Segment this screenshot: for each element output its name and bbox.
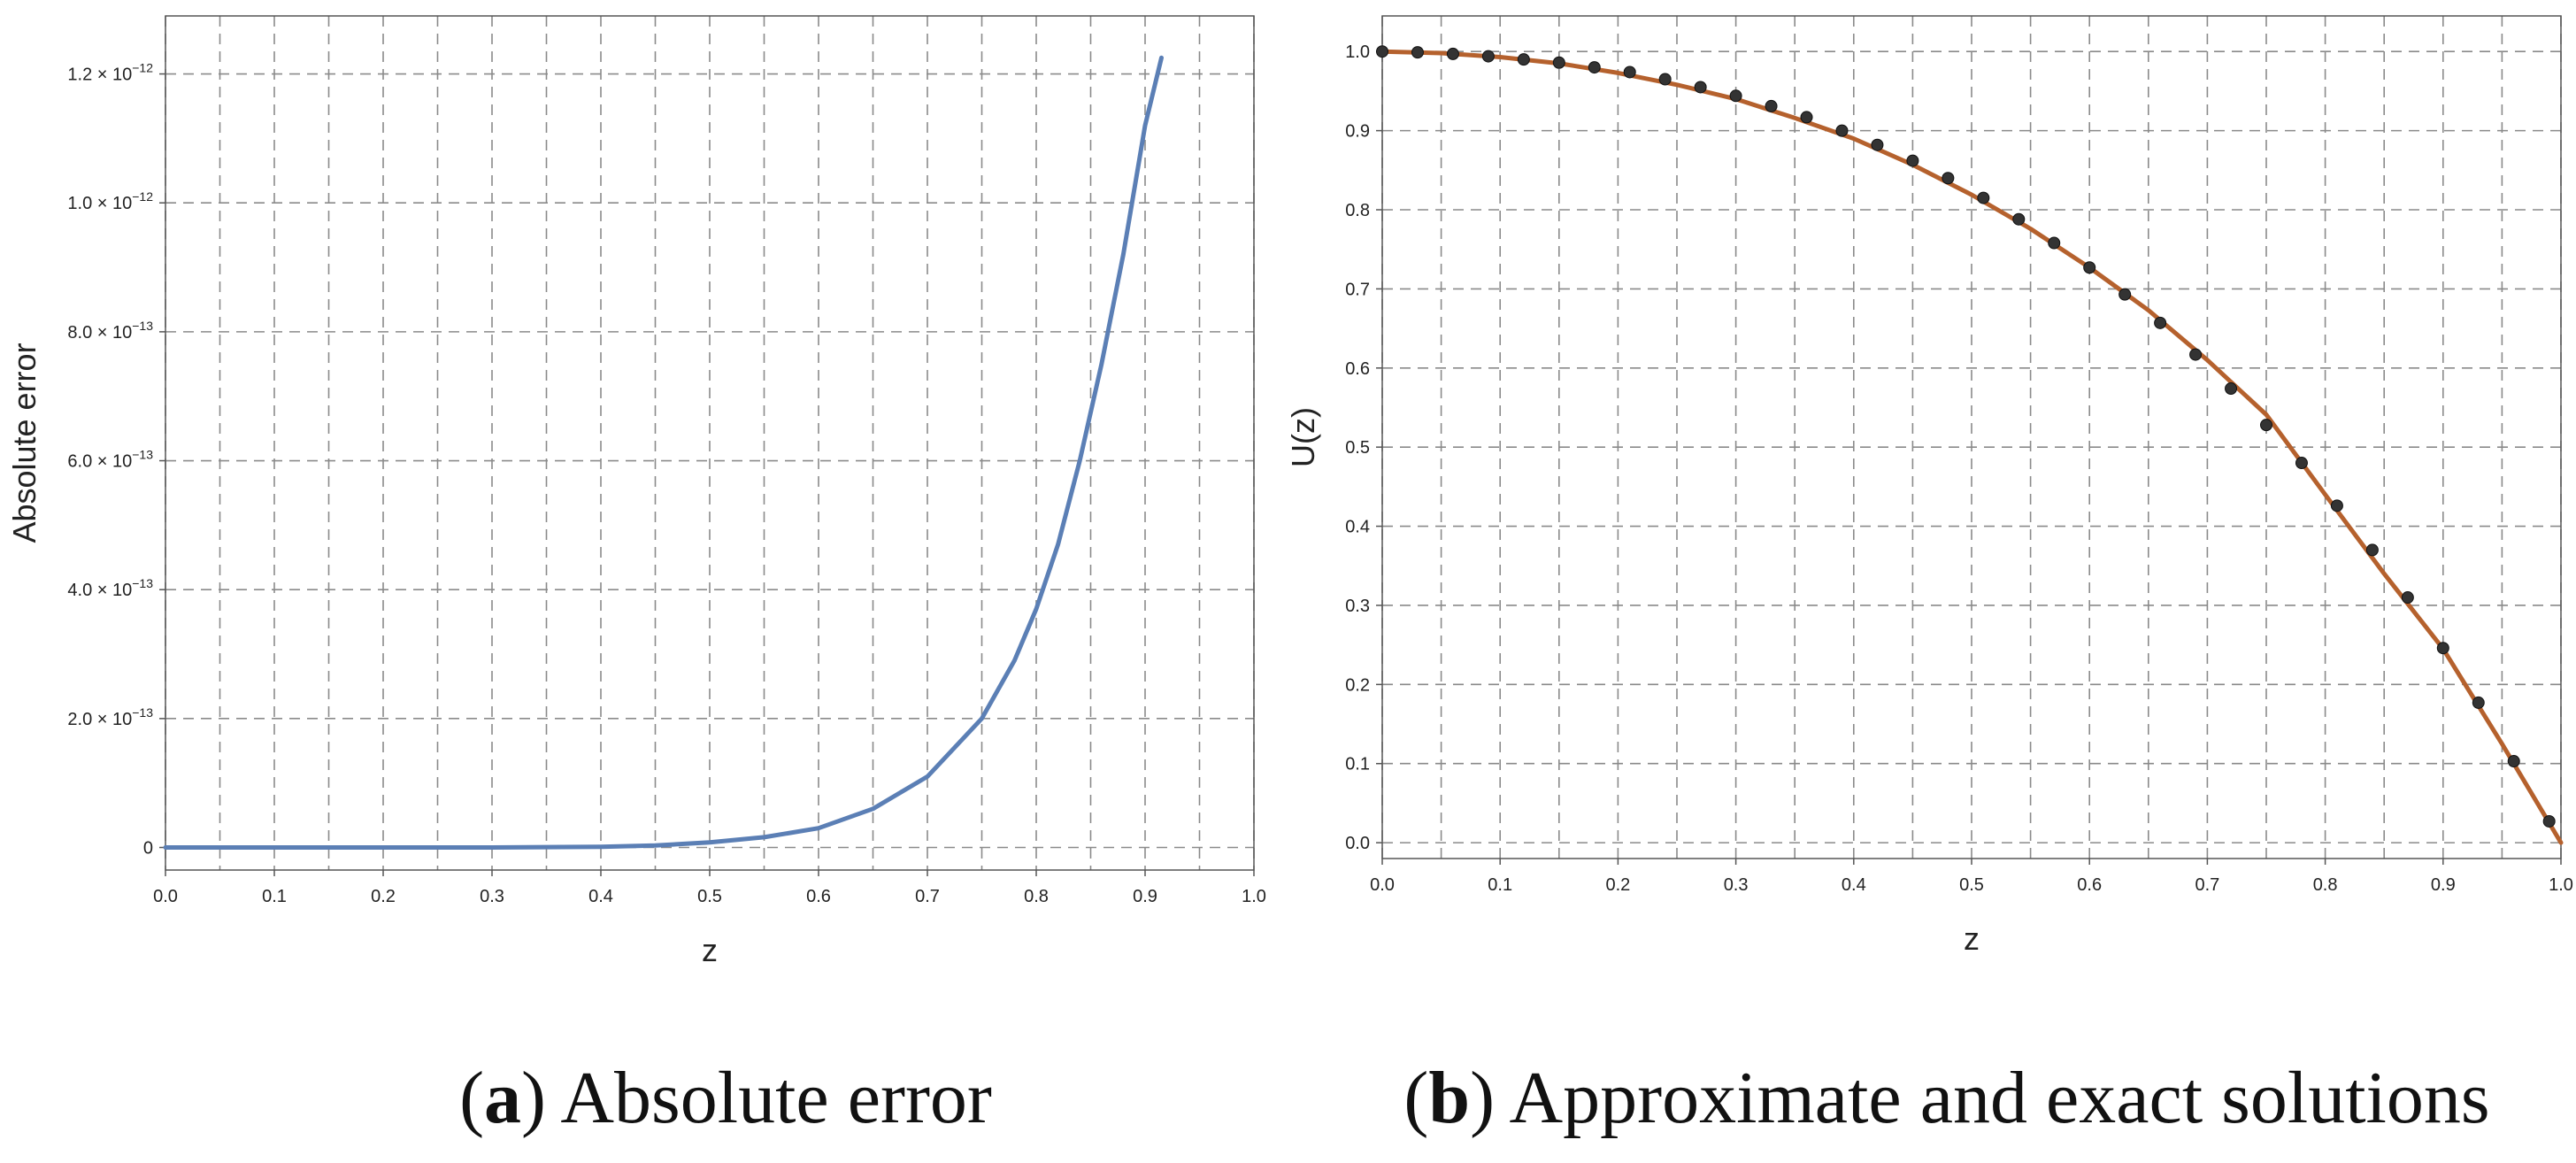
chart-a-x-axis-title: z: [702, 932, 718, 968]
chart-b-y-tick-label: 0.1: [1345, 755, 1370, 774]
chart-b-x-tick-label: 0.8: [2313, 875, 2338, 895]
chart-b-series-1-point: [2154, 316, 2167, 329]
chart-b-series-1-point: [2365, 543, 2379, 557]
chart-b-series-1-point: [2295, 457, 2308, 470]
chart-b-series-1-point: [1446, 47, 1459, 60]
chart-b-series-1-point: [1729, 89, 1742, 103]
chart-a-x-tick-label: 0.8: [1024, 887, 1049, 906]
chart-a-y-tick-label: 0: [143, 839, 153, 859]
chart-b-series-1-point: [2189, 348, 2203, 361]
caption-a-letter: a: [484, 1057, 521, 1139]
chart-b-y-tick-label: 0.6: [1345, 359, 1370, 379]
chart-b-y-tick-label: 0.7: [1345, 280, 1370, 299]
chart-b-series-1-point: [1552, 56, 1565, 69]
chart-b-series-1-point: [1942, 172, 1955, 185]
chart-a-y-tick-label: 2.0 × 10−13: [67, 705, 153, 729]
chart-b-series-1-point: [1977, 191, 1990, 204]
chart-b-series-1-point: [1623, 65, 1636, 79]
chart-b-series-0-line: [1380, 49, 2564, 845]
chart-b-series-1-point: [1411, 46, 1424, 59]
chart-b-series-1-point: [1800, 111, 1813, 124]
chart-b-y-tick-label: 0.9: [1345, 122, 1370, 142]
chart-a-x-tick-label: 0.6: [806, 887, 831, 906]
chart-a-x-tick-label: 1.0: [1242, 887, 1266, 906]
chart-a-x-tick-label: 0.3: [480, 887, 504, 906]
chart-b-x-tick-label: 0.5: [1959, 875, 1984, 895]
chart-b-y-tick-label: 0.5: [1345, 438, 1370, 458]
chart-b-x-tick-label: 1.0: [2549, 875, 2573, 895]
chart-b-series-1-point: [1517, 53, 1530, 66]
chart-b-x-axis-title: z: [1964, 920, 1980, 957]
absolute-error-chart: 0.0 0.1 0.2 0.3 0.4 0.5 0.6 0.7 0.8 0.9 1.0 0 2.0 × …: [6, 15, 1266, 968]
chart-b-series-1-point: [2436, 642, 2449, 655]
chart-b-series-1-point: [1376, 45, 1388, 58]
chart-b-x-tick-label: 0.3: [1724, 875, 1749, 895]
chart-a-x-tick-label: 0.9: [1133, 887, 1157, 906]
solution-chart: 0.0 0.1 0.2 0.3 0.4 0.5 0.6 0.7 0.8 0.9 1.0 0.0 0.1 0…: [1285, 15, 2573, 957]
chart-b-series-1-point: [2507, 755, 2520, 768]
chart-b-series-1-point: [2083, 261, 2096, 274]
chart-b-y-tick-label: 1.0: [1345, 42, 1370, 62]
chart-b-y-tick-label: 0.8: [1345, 201, 1370, 220]
caption-a-text: Absolute error: [546, 1057, 992, 1139]
chart-a-y-tick-label: 1.2 × 10−12: [67, 61, 153, 85]
chart-a-y-tick-label: 6.0 × 10−13: [67, 448, 153, 472]
chart-b-series-1-point: [1765, 99, 1778, 112]
chart-b-series-1-point: [2472, 696, 2485, 709]
chart-b-series-1-point: [1588, 61, 1601, 74]
chart-b-series-1-point: [2225, 382, 2238, 396]
chart-a-y-tick-label: 8.0 × 10−13: [67, 319, 153, 343]
chart-b-x-tick-label: 0.7: [2195, 875, 2219, 895]
chart-a-series-0-line: [163, 55, 1164, 850]
chart-b-series-1-point: [1906, 154, 1919, 167]
chart-b-series-1-point: [2330, 499, 2343, 512]
chart-b-x-tick-label: 0.9: [2431, 875, 2456, 895]
chart-b-series-1-point: [2048, 236, 2061, 250]
chart-a-x-tick-label: 0.5: [697, 887, 722, 906]
chart-b-series-1-point: [2401, 591, 2414, 605]
chart-b-series-1-point: [1694, 81, 1707, 94]
chart-b-series-1-point: [2118, 288, 2132, 301]
chart-b-series-1-point: [1835, 124, 1849, 137]
chart-b-x-tick-label: 0.0: [1370, 875, 1395, 895]
chart-b-y-tick-label: 0.2: [1345, 675, 1370, 695]
chart-a-x-tick-label: 0.2: [371, 887, 396, 906]
chart-a-y-axis-title: Absolute error: [6, 343, 42, 543]
chart-a-x-tick-label: 0.4: [588, 887, 613, 906]
chart-b-y-axis-title: U(z): [1285, 407, 1321, 467]
caption-b: (b) Approximate and exact solutions: [1403, 1057, 2489, 1139]
chart-b-x-tick-label: 0.1: [1488, 875, 1512, 895]
chart-b-series-1-point: [2542, 814, 2556, 828]
chart-b-x-tick-label: 0.4: [1842, 875, 1866, 895]
chart-a-y-tick-label: 1.0 × 10−12: [67, 189, 153, 213]
chart-b-y-tick-label: 0.4: [1345, 518, 1370, 537]
chart-b-y-tick-label: 0.0: [1345, 834, 1370, 853]
caption-b-text: Approximate and exact solutions: [1495, 1057, 2489, 1139]
chart-a-x-tick-label: 0.0: [153, 887, 178, 906]
chart-b-series-1-point: [2260, 419, 2272, 432]
chart-b-series-1-point: [1481, 50, 1495, 63]
chart-b-y-tick-label: 0.3: [1345, 597, 1370, 616]
chart-b-series-1-point: [1658, 73, 1672, 86]
chart-b-series-1-point: [2012, 212, 2026, 226]
caption-a: (a) Absolute error: [459, 1057, 992, 1139]
chart-b-x-tick-label: 0.2: [1605, 875, 1630, 895]
chart-a-x-tick-label: 0.7: [915, 887, 940, 906]
caption-b-letter: b: [1428, 1057, 1470, 1139]
chart-a-y-tick-label: 4.0 × 10−13: [67, 576, 153, 600]
chart-b-series-1-point: [1871, 138, 1884, 151]
chart-a-x-tick-label: 0.1: [262, 887, 287, 906]
chart-b-x-tick-label: 0.6: [2077, 875, 2102, 895]
